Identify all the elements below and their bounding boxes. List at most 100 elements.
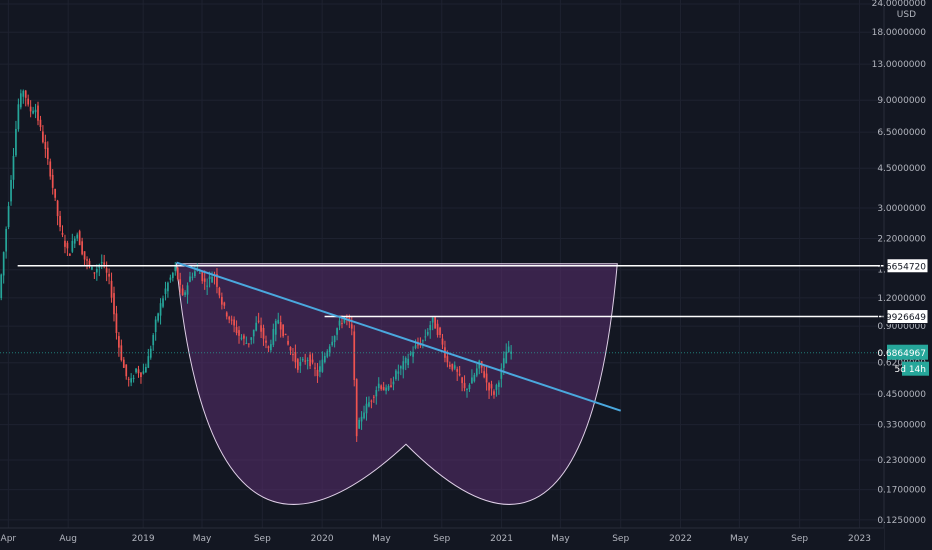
- candle-body: [198, 272, 201, 274]
- candle: [216, 268, 218, 294]
- candle-body: [105, 268, 108, 273]
- candle: [223, 301, 226, 309]
- candle-body: [235, 327, 238, 333]
- candle: [284, 333, 287, 336]
- candle-body: [95, 269, 98, 273]
- candle-body: [221, 296, 223, 305]
- candle-body: [19, 93, 22, 108]
- candle-body: [61, 232, 64, 235]
- candle: [5, 226, 7, 259]
- candle: [29, 100, 32, 118]
- candle-body: [434, 317, 436, 329]
- candle-body: [360, 416, 363, 422]
- candle: [265, 335, 267, 349]
- candle: [323, 352, 326, 364]
- candle: [338, 317, 341, 331]
- candle: [377, 377, 380, 392]
- candle: [100, 254, 103, 269]
- candle-body: [326, 351, 329, 357]
- level-badge-bg: [886, 258, 929, 274]
- candle-body: [91, 266, 93, 270]
- candle-body: [113, 293, 115, 315]
- candle-body: [37, 105, 39, 121]
- candle-body: [265, 340, 267, 343]
- candle: [12, 148, 15, 189]
- resistance-levels: [17, 265, 884, 318]
- candle-body: [424, 336, 427, 338]
- candle: [71, 233, 74, 254]
- candle-body: [184, 292, 186, 295]
- candle-body: [88, 260, 91, 266]
- candle: [91, 266, 93, 271]
- candle: [255, 316, 258, 332]
- candle: [471, 369, 473, 384]
- candle: [294, 344, 297, 369]
- candle: [473, 372, 476, 383]
- candle-body: [431, 317, 434, 323]
- candle: [233, 316, 235, 333]
- candle: [507, 340, 510, 353]
- candle: [397, 364, 400, 381]
- candle: [203, 270, 206, 290]
- candle-body: [328, 346, 331, 353]
- x-tick-label: Sep: [791, 534, 808, 544]
- candle-body: [2, 252, 5, 276]
- candle-body: [238, 330, 240, 336]
- cup-pattern: [175, 263, 618, 505]
- candle-body: [456, 369, 459, 372]
- candle: [95, 264, 98, 281]
- y-tick-label: 0.9000000: [877, 322, 926, 332]
- candle: [412, 346, 414, 364]
- candle: [39, 115, 42, 131]
- candle-body: [154, 319, 157, 332]
- candle: [316, 362, 319, 383]
- candle: [424, 329, 427, 342]
- candle: [22, 89, 25, 104]
- candle-body: [500, 368, 503, 379]
- candle: [66, 240, 69, 256]
- candle-body: [159, 303, 162, 316]
- candle-body: [441, 338, 444, 345]
- candle-body: [255, 322, 258, 331]
- candle: [292, 348, 294, 362]
- candle-body: [311, 359, 314, 363]
- candle: [169, 274, 172, 283]
- candle: [174, 262, 177, 276]
- candle-body: [272, 328, 275, 345]
- candle: [414, 339, 417, 350]
- candle: [360, 411, 363, 430]
- candle: [2, 251, 5, 284]
- candle: [64, 234, 66, 254]
- candle-body: [56, 200, 59, 217]
- candle-body: [289, 347, 292, 351]
- x-axis-panel: [0, 528, 884, 550]
- candle-body: [493, 391, 495, 395]
- candle: [181, 284, 184, 296]
- candle-body: [267, 346, 270, 349]
- candle-body: [495, 384, 498, 390]
- candle: [189, 271, 191, 283]
- candle: [355, 378, 358, 442]
- candle: [289, 346, 292, 355]
- candle-body: [22, 90, 25, 97]
- candle-body: [292, 354, 294, 356]
- candle-body: [171, 272, 174, 278]
- candle: [171, 271, 174, 282]
- candle: [167, 281, 169, 298]
- candle-body: [343, 317, 346, 323]
- candle: [184, 290, 186, 298]
- candle: [395, 369, 397, 381]
- candle: [262, 324, 265, 346]
- candle-body: [59, 215, 61, 228]
- candle-body: [399, 366, 402, 369]
- candle: [434, 316, 436, 329]
- candle: [176, 266, 179, 281]
- candle-body: [135, 368, 137, 373]
- candle-body: [287, 340, 289, 345]
- candle: [436, 319, 439, 338]
- candle: [88, 258, 91, 269]
- candle: [382, 381, 385, 391]
- candle-body: [10, 179, 12, 202]
